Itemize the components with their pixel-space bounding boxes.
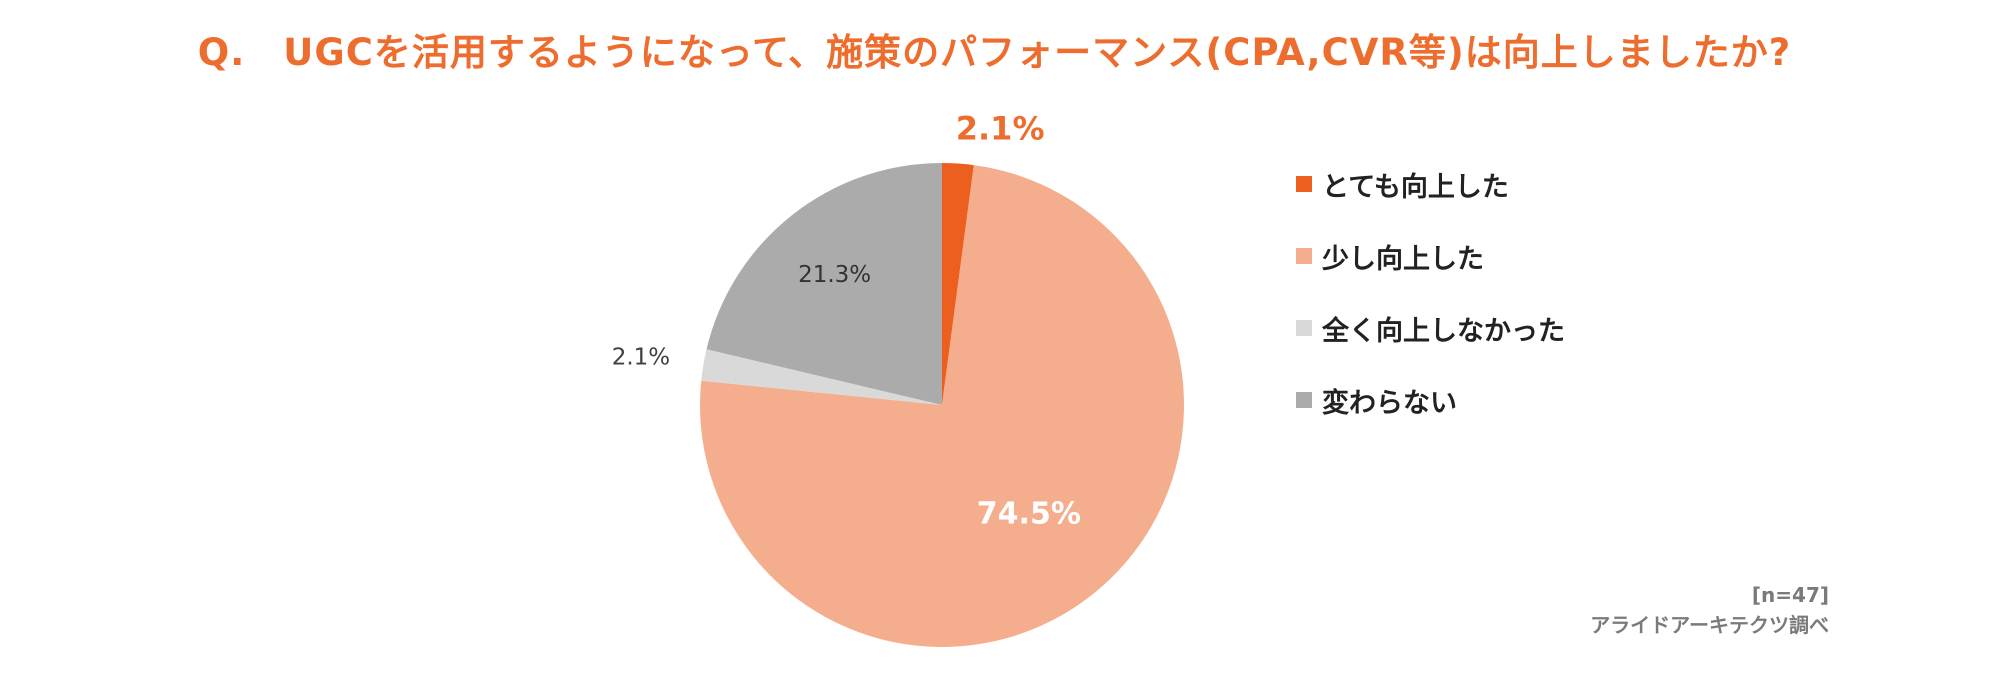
slice-value-label: 21.3% [798, 262, 871, 288]
legend-label: とても向上した [1322, 171, 1509, 203]
legend-label: 変わらない [1322, 387, 1457, 419]
legend-swatch [1296, 392, 1312, 408]
legend-swatch [1296, 320, 1312, 336]
chart-title: Q. UGCを活用するようになって、施策のパフォーマンス(CPA,CVR等)は向… [197, 31, 1792, 74]
sample-size: [n=47] [1751, 583, 1829, 607]
slice-value-label: 2.1% [612, 344, 670, 370]
legend-label: 全く向上しなかった [1322, 315, 1565, 347]
legend-swatch [1296, 248, 1312, 264]
slice-value-label: 2.1% [956, 110, 1045, 148]
slice-very-improved [942, 163, 974, 405]
source-credit: アライドアーキテクツ調べ [1590, 613, 1829, 637]
footer-note: [n=47] アライドアーキテクツ調べ [1590, 580, 1829, 640]
legend-item-slightly-improved: 少し向上した [1296, 236, 1565, 276]
slice-unchanged [706, 163, 942, 405]
legend-item-unchanged: 変わらない [1296, 380, 1565, 420]
legend-item-very-improved: とても向上した [1296, 164, 1565, 204]
legend-item-not-improved: 全く向上しなかった [1296, 308, 1565, 348]
slice-not-improved [701, 349, 942, 405]
legend: とても向上した 少し向上した 全く向上しなかった 変わらない [1296, 164, 1565, 452]
slice-slightly-improved [700, 165, 1184, 647]
legend-swatch [1296, 176, 1312, 192]
slice-value-label: 74.5% [977, 496, 1081, 531]
legend-label: 少し向上した [1322, 243, 1484, 275]
